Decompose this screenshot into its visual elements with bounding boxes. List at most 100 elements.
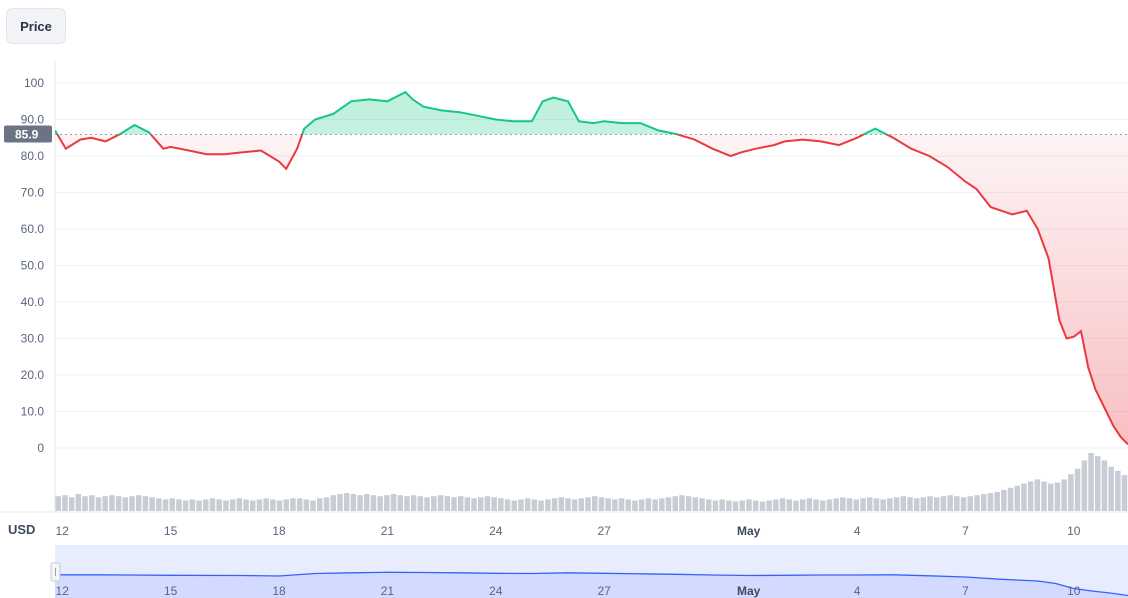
volume-bar <box>1027 481 1034 511</box>
navigator-x-ticks: 12 15 18 21 24 27 May 4 7 10 <box>56 584 1081 598</box>
volume-bar <box>1007 487 1014 511</box>
volume-bar <box>478 497 484 511</box>
x-tick-label: 10 <box>1067 524 1081 538</box>
volume-bar <box>592 496 598 511</box>
x-tick-label: 27 <box>597 524 611 538</box>
volume-bar <box>538 500 544 511</box>
volume-bar <box>524 498 531 511</box>
volume-bar <box>82 496 88 511</box>
volume-bar <box>357 495 363 511</box>
volume-bar <box>1034 479 1041 511</box>
volume-bar <box>337 494 343 511</box>
y-tick-label: 20.0 <box>21 368 45 382</box>
volume-bar <box>987 493 994 511</box>
volume-bar <box>867 497 873 511</box>
volume-bar <box>625 499 631 511</box>
volume-bar <box>410 495 417 511</box>
volume-bar <box>424 497 430 511</box>
price-tab[interactable]: Price <box>6 8 66 44</box>
volume-bar <box>652 499 658 511</box>
volume-bar <box>954 496 960 511</box>
volume-bar <box>370 495 377 511</box>
volume-bar <box>310 500 316 511</box>
volume-bar <box>1061 479 1067 511</box>
navigator-window[interactable] <box>55 545 1128 598</box>
volume-bar <box>672 496 678 511</box>
x-tick-label: 12 <box>56 524 70 538</box>
volume-bar <box>665 497 672 511</box>
volume-bar <box>142 496 149 511</box>
x-tick-label: 15 <box>164 524 178 538</box>
volume-bar <box>605 498 611 511</box>
volume-bar <box>981 494 987 511</box>
x-tick-label: 18 <box>272 524 286 538</box>
y-tick-label: 80.0 <box>21 149 45 163</box>
navigator-tick-label: 15 <box>164 584 178 598</box>
volume-bar <box>364 494 370 511</box>
x-axis-ticks: 12 15 18 21 24 27 May 4 7 10 <box>56 524 1081 538</box>
volume-bar <box>330 495 336 511</box>
volume-bar <box>377 496 383 511</box>
volume-bar <box>263 498 269 511</box>
volume-bar <box>967 496 973 511</box>
volume-bar <box>873 498 880 511</box>
navigator-tick-label: 24 <box>489 584 503 598</box>
volume-bar <box>853 499 859 511</box>
volume-bar <box>531 499 538 511</box>
volume-bar <box>89 495 95 511</box>
volume-bar <box>1121 475 1128 511</box>
volume-bar <box>122 497 129 511</box>
volume-bar <box>820 500 826 511</box>
volume-bar <box>578 498 585 511</box>
volume-bar <box>115 496 122 511</box>
navigator-tick-label: 12 <box>56 584 70 598</box>
price-line-up <box>55 90 889 135</box>
volume-bar <box>457 496 464 511</box>
volume-bar <box>323 497 330 511</box>
y-tick-label: 50.0 <box>21 259 45 273</box>
volume-bar <box>68 497 75 511</box>
volume-bar <box>638 499 645 511</box>
volume-bar <box>504 499 511 511</box>
volume-bar <box>1081 460 1088 511</box>
volume-bar <box>203 499 209 511</box>
volume-bar <box>940 496 947 511</box>
navigator-line <box>55 571 1128 597</box>
volume-bar <box>464 497 471 511</box>
y-tick-label: 100 <box>24 76 44 90</box>
volume-bar <box>880 499 886 511</box>
volume-bar <box>444 496 450 511</box>
volume-bars <box>55 453 1128 511</box>
volume-bar <box>833 498 839 511</box>
navigator-tick-label: 21 <box>381 584 395 598</box>
volume-bar <box>719 499 725 511</box>
volume-bar <box>296 498 303 511</box>
volume-bar <box>216 499 222 511</box>
volume-bar <box>927 496 933 511</box>
volume-bar <box>491 497 497 511</box>
volume-bar <box>236 498 243 511</box>
volume-bar <box>585 497 591 511</box>
volume-bar <box>1001 489 1007 511</box>
volume-bar <box>1074 468 1081 511</box>
volume-bar <box>437 495 444 511</box>
y-tick-label: 10.0 <box>21 405 45 419</box>
volume-bar <box>920 497 927 511</box>
y-tick-label: 60.0 <box>21 222 45 236</box>
volume-bar <box>793 500 799 511</box>
volume-bar <box>900 496 906 511</box>
navigator-tick-label: 4 <box>854 584 861 598</box>
area-below-baseline <box>55 134 1128 445</box>
volume-bar <box>551 498 558 511</box>
area-above-baseline <box>55 92 887 135</box>
volume-bar <box>632 500 638 511</box>
navigator-tick-label: May <box>737 584 761 598</box>
volume-bar <box>1021 483 1027 511</box>
y-tick-label: 40.0 <box>21 295 45 309</box>
x-tick-label: 7 <box>962 524 969 538</box>
gridlines <box>55 82 1128 449</box>
volume-bar <box>55 496 61 511</box>
volume-bar <box>451 497 457 511</box>
volume-bar <box>156 498 162 511</box>
